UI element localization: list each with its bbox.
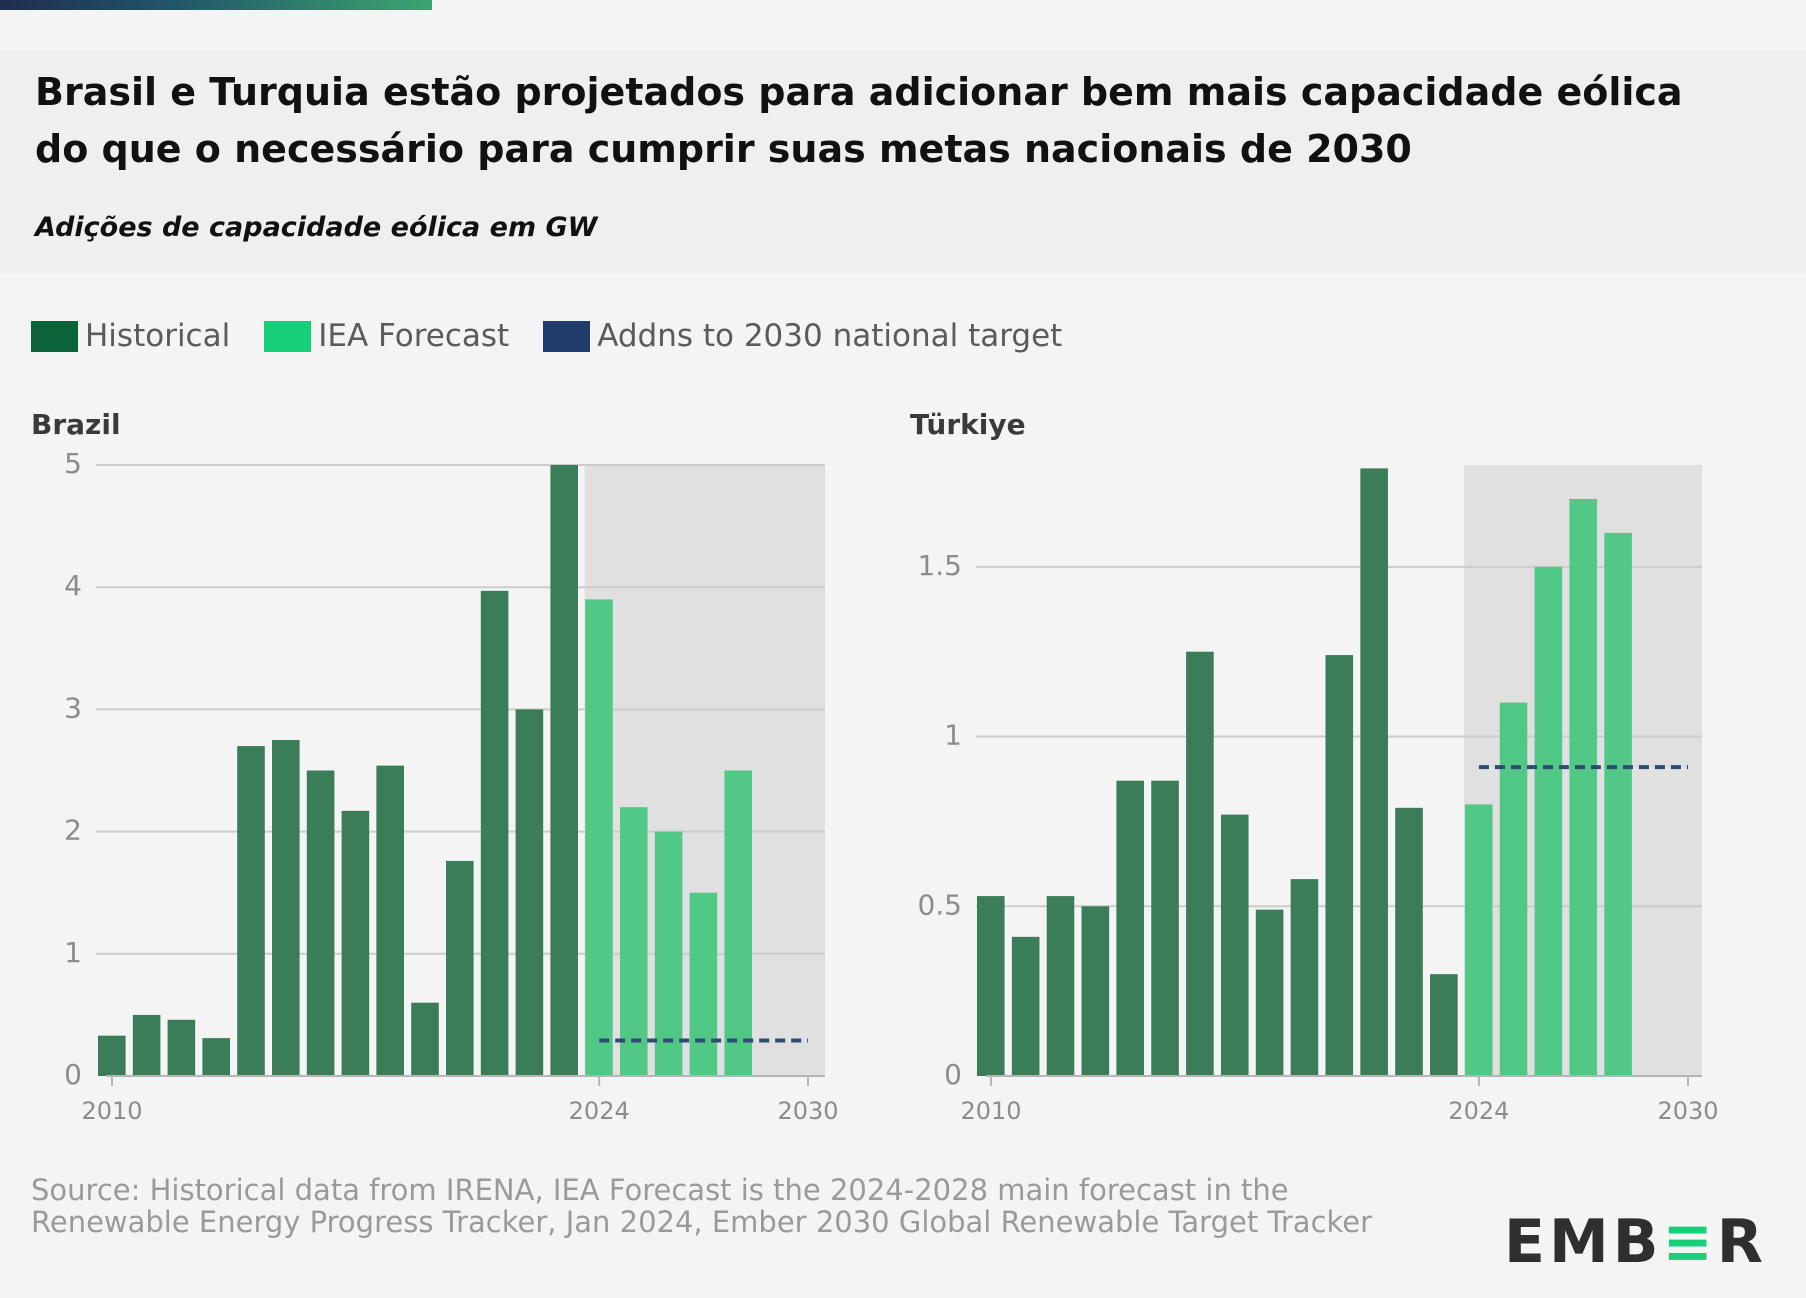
x-tick-label-1-0: 2010 bbox=[960, 1097, 1021, 1125]
bar-1-2012 bbox=[1046, 896, 1075, 1076]
bar-0-2019 bbox=[411, 1002, 439, 1076]
legend-swatch-forecast bbox=[264, 320, 312, 352]
panel-title-0: Brazil bbox=[31, 408, 121, 441]
chart-title: Brasil e Turquia estão projetados para a… bbox=[35, 70, 1683, 171]
x-tick-label-0-1: 2024 bbox=[569, 1097, 630, 1125]
bar-1-2022 bbox=[1395, 807, 1423, 1076]
logo-text-start: EMB bbox=[1504, 1207, 1663, 1277]
y-tick-label-0-2: 2 bbox=[64, 814, 82, 847]
y-tick-label-0-5: 5 bbox=[64, 447, 82, 480]
source-note: Source: Historical data from IRENA, IEA … bbox=[31, 1173, 1373, 1239]
bar-0-2012 bbox=[167, 1019, 196, 1076]
bar-1-2027 bbox=[1569, 498, 1598, 1076]
legend-item-historical: Historical bbox=[31, 318, 230, 354]
legend-item-target: Addns to 2030 national target bbox=[543, 318, 1062, 354]
charts-svg: Brazil 0 1 2 3 4 5 2010 2024 2030 Türkiye 0 0.5 1 1.5 2… bbox=[31, 408, 1719, 1125]
x-tick-label-0-0: 2010 bbox=[81, 1097, 142, 1125]
legend-swatch-target bbox=[543, 320, 591, 352]
bar-1-2026 bbox=[1534, 566, 1563, 1076]
bar-1-2025 bbox=[1499, 702, 1528, 1076]
legend-label-forecast: IEA Forecast bbox=[318, 318, 510, 354]
bar-0-2027 bbox=[689, 892, 718, 1076]
bar-1-2028 bbox=[1604, 532, 1632, 1076]
legend-label-historical: Historical bbox=[85, 318, 231, 354]
bar-1-2023 bbox=[1430, 974, 1458, 1076]
x-tick-label-1-1: 2024 bbox=[1448, 1097, 1509, 1125]
bar-1-2011 bbox=[1011, 936, 1040, 1076]
legend: Historical IEA Forecast Addns to 2030 na… bbox=[31, 314, 1096, 358]
bar-0-2017 bbox=[341, 810, 370, 1076]
y-tick-label-0-1: 1 bbox=[64, 936, 82, 969]
bar-0-2010 bbox=[98, 1035, 126, 1076]
x-tick-label-1-2: 2030 bbox=[1657, 1097, 1718, 1125]
bar-1-2014 bbox=[1116, 780, 1144, 1076]
bar-0-2018 bbox=[376, 765, 404, 1076]
chart-subtitle: Adições de capacidade eólica em GW bbox=[35, 212, 598, 243]
bar-0-2024 bbox=[585, 599, 613, 1076]
bar-1-2020 bbox=[1325, 655, 1354, 1076]
legend-swatch-historical bbox=[31, 320, 78, 352]
charts-area: Brazil 0 1 2 3 4 5 2010 2024 2030 Türkiye 0 0.5 1 1.5 2… bbox=[0, 400, 1806, 1140]
y-tick-label-1-0: 0 bbox=[944, 1058, 962, 1091]
y-tick-label-1-1: 0.5 bbox=[917, 888, 962, 921]
bar-0-2020 bbox=[446, 860, 474, 1076]
ember-logo: EMB ≡ R bbox=[1504, 1207, 1767, 1277]
bar-1-2013 bbox=[1081, 906, 1110, 1076]
bar-0-2013 bbox=[202, 1038, 230, 1076]
bar-0-2026 bbox=[654, 831, 683, 1076]
legend-label-target: Addns to 2030 national target bbox=[597, 318, 1063, 354]
bar-0-2023 bbox=[550, 465, 578, 1076]
legend-item-forecast: IEA Forecast bbox=[264, 318, 509, 354]
header-panel bbox=[0, 51, 1806, 273]
y-tick-label-1-2: 1 bbox=[944, 719, 962, 752]
bar-1-2024 bbox=[1464, 804, 1493, 1076]
bar-1-2021 bbox=[1360, 468, 1388, 1077]
y-tick-label-0-4: 4 bbox=[64, 569, 82, 602]
y-tick-label-1-3: 1.5 bbox=[917, 549, 962, 582]
bar-1-2019 bbox=[1290, 879, 1319, 1076]
top-accent-bar bbox=[0, 0, 432, 10]
bar-1-2010 bbox=[977, 896, 1005, 1076]
bar-0-2028 bbox=[724, 770, 752, 1076]
y-tick-label-0-0: 0 bbox=[64, 1058, 82, 1091]
panel-title-1: Türkiye bbox=[910, 408, 1026, 441]
bar-0-2025 bbox=[620, 807, 648, 1076]
bar-1-2018 bbox=[1255, 909, 1284, 1076]
bar-0-2021 bbox=[480, 590, 509, 1076]
bar-0-2022 bbox=[515, 709, 544, 1076]
bar-1-2015 bbox=[1151, 780, 1179, 1076]
logo-text-end: R bbox=[1716, 1207, 1767, 1277]
logo-mark: ≡ bbox=[1662, 1207, 1717, 1277]
x-tick-label-0-2: 2030 bbox=[777, 1097, 838, 1125]
bar-0-2016 bbox=[306, 770, 335, 1076]
bar-0-2015 bbox=[272, 739, 300, 1076]
bar-0-2011 bbox=[132, 1014, 161, 1076]
bar-1-2016 bbox=[1186, 651, 1214, 1076]
y-tick-label-0-3: 3 bbox=[64, 691, 82, 724]
bar-0-2014 bbox=[237, 746, 265, 1076]
bar-1-2017 bbox=[1220, 814, 1249, 1076]
